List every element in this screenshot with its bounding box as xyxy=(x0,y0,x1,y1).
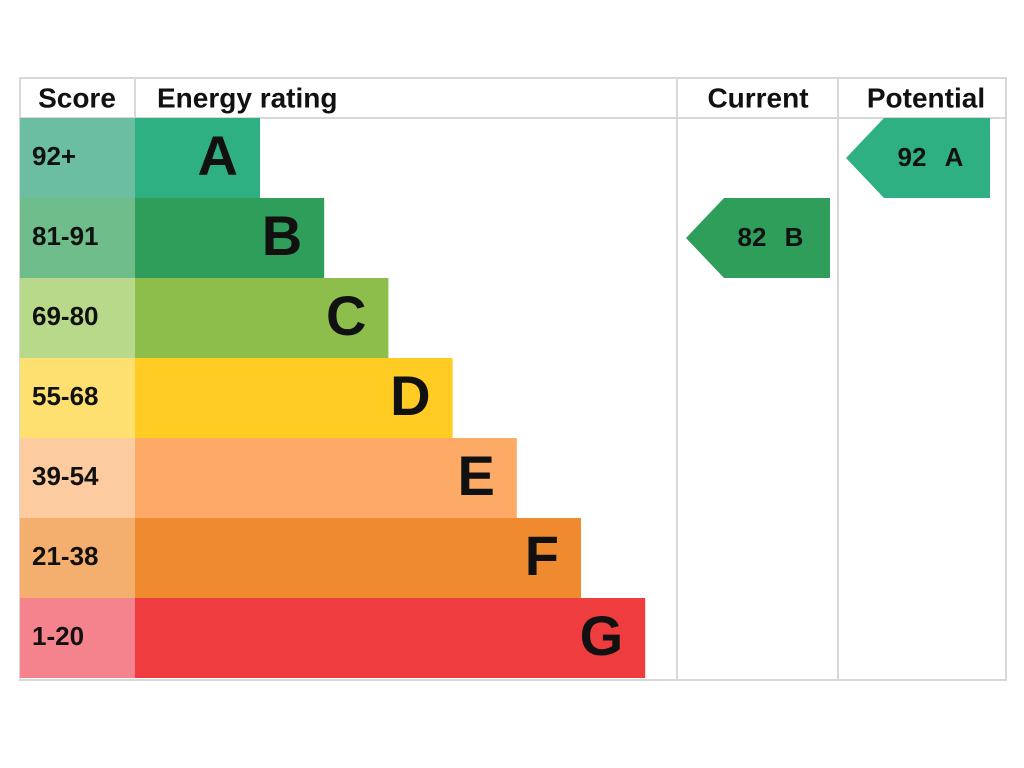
score-cell xyxy=(20,118,135,198)
rating-bar xyxy=(135,198,325,278)
score-cell xyxy=(20,518,135,598)
score-cell xyxy=(20,438,135,518)
score-label: 92+ xyxy=(32,141,76,171)
rating-bar xyxy=(135,118,260,198)
potential-arrow xyxy=(846,118,990,198)
rating-bar xyxy=(135,358,453,438)
rating-letter: E xyxy=(457,444,494,507)
rating-bar xyxy=(135,278,389,358)
rating-letter: F xyxy=(525,524,559,587)
score-cell xyxy=(20,598,135,678)
score-label: 69-80 xyxy=(32,301,99,331)
score-label: 81-91 xyxy=(32,221,99,251)
score-cell xyxy=(20,198,135,278)
rating-letter: B xyxy=(262,204,302,267)
header-score: Score xyxy=(38,82,116,113)
current-score: 82 xyxy=(738,222,767,252)
score-label: 1-20 xyxy=(32,621,84,651)
score-cell xyxy=(20,278,135,358)
score-label: 55-68 xyxy=(32,381,99,411)
score-cell xyxy=(20,358,135,438)
rating-bar xyxy=(135,518,581,598)
potential-rating: A xyxy=(945,142,964,172)
rating-bar xyxy=(135,598,646,678)
rating-letter: C xyxy=(326,284,366,347)
header-current: Current xyxy=(707,82,808,113)
rating-bar xyxy=(135,438,517,518)
score-label: 21-38 xyxy=(32,541,99,571)
rating-letter: A xyxy=(198,124,238,187)
current-rating: B xyxy=(785,222,804,252)
header-potential: Potential xyxy=(867,82,985,113)
header-energy-rating: Energy rating xyxy=(157,82,337,113)
rating-letter: D xyxy=(390,364,430,427)
score-label: 39-54 xyxy=(32,461,99,491)
current-arrow xyxy=(686,198,830,278)
rating-letter: G xyxy=(580,604,624,667)
potential-score: 92 xyxy=(898,142,927,172)
